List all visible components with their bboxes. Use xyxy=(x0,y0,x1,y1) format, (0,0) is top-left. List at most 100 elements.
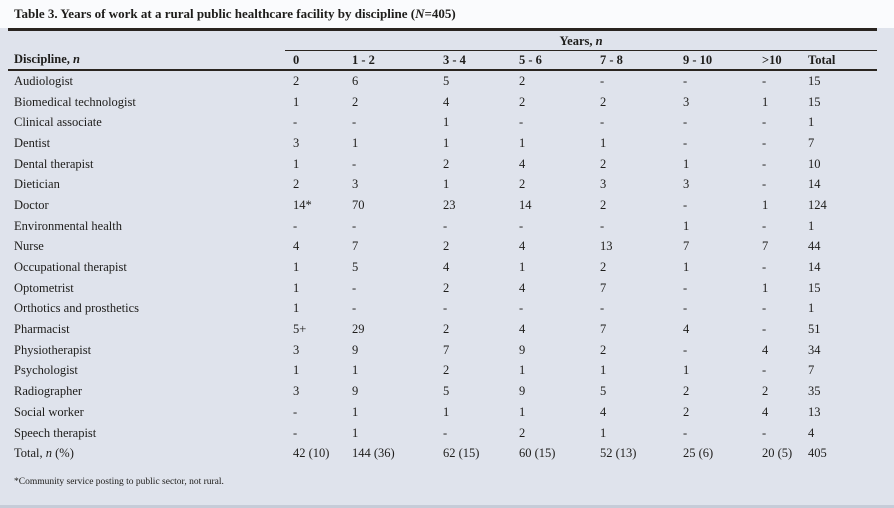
value-cell: 1 xyxy=(600,363,607,378)
discipline-cell: Environmental health xyxy=(14,218,122,233)
table-title-strip: Table 3. Years of work at a rural public… xyxy=(0,0,894,28)
discipline-cell: Dietician xyxy=(14,177,60,192)
value-cell: 51 xyxy=(808,322,821,337)
table-row: Environmental health - - - - - 1 - 1 xyxy=(8,216,877,237)
value-cell: 7 xyxy=(808,363,815,378)
value-cell: - xyxy=(600,218,605,233)
value-cell: 1 xyxy=(808,301,815,316)
value-cell: 1 xyxy=(519,404,526,419)
value-cell: 9 xyxy=(352,342,359,357)
value-cell: 1 xyxy=(293,301,300,316)
value-cell: 1 xyxy=(293,260,300,275)
table-footnote: *Community service posting to public sec… xyxy=(14,477,224,488)
value-cell: 1 xyxy=(519,260,526,275)
discipline-cell: Nurse xyxy=(14,239,44,254)
table-row: Audiologist 2 6 5 2 - - - 15 xyxy=(8,70,877,92)
value-cell: 4 xyxy=(519,280,526,295)
value-cell: 1 xyxy=(683,218,690,233)
value-cell: 13 xyxy=(808,404,821,419)
table-row: Occupational therapist 1 5 4 1 2 1 - 14 xyxy=(8,257,877,278)
value-cell: - xyxy=(293,115,298,130)
value-cell: 7 xyxy=(808,135,815,150)
years-label: Years, xyxy=(559,34,596,48)
discipline-header-n: n xyxy=(73,52,80,67)
table-title-text: Table 3. Years of work at a rural public… xyxy=(14,6,416,21)
value-cell: 1 xyxy=(352,135,359,150)
table-row: Orthotics and prosthetics 1 - - - - - - 1 xyxy=(8,299,877,320)
value-cell: 2 xyxy=(293,177,300,192)
discipline-cell: Doctor xyxy=(14,197,49,212)
value-cell: - xyxy=(519,301,524,316)
value-cell: - xyxy=(683,425,688,440)
table-row: Physiotherapist 3 9 7 9 2 - 4 34 xyxy=(8,340,877,361)
value-cell: 1 xyxy=(293,363,300,378)
value-cell: - xyxy=(762,363,767,378)
value-cell: 3 xyxy=(683,177,690,192)
discipline-cell: Dental therapist xyxy=(14,156,94,171)
total-value-cell: 405 xyxy=(808,446,827,461)
discipline-cell: Social worker xyxy=(14,404,84,419)
value-cell: 4 xyxy=(443,260,450,275)
value-cell: 3 xyxy=(293,342,300,357)
value-cell: 1 xyxy=(443,135,450,150)
value-cell: 2 xyxy=(443,156,450,171)
column-header-discipline: Discipline, n xyxy=(8,50,285,71)
value-cell: 4 xyxy=(762,404,769,419)
value-cell: 3 xyxy=(600,177,607,192)
title-rule xyxy=(8,28,877,31)
value-cell: 1 xyxy=(293,280,300,295)
value-cell: - xyxy=(600,73,605,88)
value-cell: - xyxy=(600,301,605,316)
table-row: Doctor 14* 70 23 14 2 - 1 124 xyxy=(8,195,877,216)
table-row: Dentist 3 1 1 1 1 - - 7 xyxy=(8,133,877,154)
table-row: Dental therapist 1 - 2 4 2 1 - 10 xyxy=(8,154,877,175)
value-cell: - xyxy=(600,115,605,130)
column-header-year-1: 1 - 2 xyxy=(344,50,435,71)
value-cell: 4 xyxy=(762,342,769,357)
value-cell: 1 xyxy=(352,404,359,419)
value-cell: 9 xyxy=(519,342,526,357)
value-cell: - xyxy=(683,115,688,130)
value-cell: - xyxy=(443,425,448,440)
discipline-cell: Occupational therapist xyxy=(14,260,127,275)
value-cell: 4 xyxy=(293,239,300,254)
value-cell: 7 xyxy=(600,322,607,337)
value-cell: - xyxy=(352,301,357,316)
table-row: Clinical associate - - 1 - - - - 1 xyxy=(8,112,877,133)
value-cell: 2 xyxy=(443,280,450,295)
value-cell: 4 xyxy=(808,425,815,440)
value-cell: 4 xyxy=(600,404,607,419)
value-cell: - xyxy=(443,218,448,233)
value-cell: - xyxy=(293,218,298,233)
value-cell: 44 xyxy=(808,239,821,254)
table-body: Audiologist 2 6 5 2- - -15 Biomedical technolog… xyxy=(8,70,877,464)
value-cell: 2 xyxy=(519,94,526,109)
value-cell: - xyxy=(762,177,767,192)
value-cell: 7 xyxy=(443,342,450,357)
table-row: Biomedical technologist 1 2 4 2 2 3 1 15 xyxy=(8,92,877,113)
table-title-suffix: =405) xyxy=(424,6,456,21)
column-header-year-4: 7 - 8 xyxy=(592,50,675,71)
value-cell: 2 xyxy=(600,260,607,275)
value-cell: 1 xyxy=(600,135,607,150)
value-cell: 5 xyxy=(443,73,450,88)
table-title: Table 3. Years of work at a rural public… xyxy=(14,6,456,22)
value-cell: 2 xyxy=(519,177,526,192)
value-cell: 2 xyxy=(683,384,690,399)
value-cell: - xyxy=(683,280,688,295)
span-header-spacer xyxy=(8,32,285,51)
discipline-cell: Biomedical technologist xyxy=(14,94,136,109)
value-cell: 9 xyxy=(519,384,526,399)
total-label-prefix: Total, xyxy=(14,446,46,461)
value-cell: 1 xyxy=(352,425,359,440)
value-cell: - xyxy=(762,322,767,337)
discipline-cell: Audiologist xyxy=(14,73,74,88)
value-cell: 70 xyxy=(352,197,365,212)
column-header-year-6: >10 xyxy=(754,50,800,71)
column-header-total: Total xyxy=(800,50,878,71)
value-cell: 4 xyxy=(519,156,526,171)
total-value-cell: 42 (10) xyxy=(293,446,330,461)
value-cell: 5 xyxy=(352,260,359,275)
value-cell: 1 xyxy=(683,363,690,378)
